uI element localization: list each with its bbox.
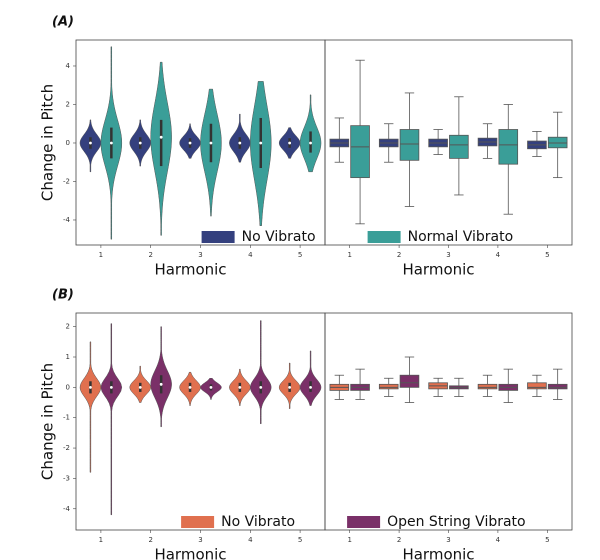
violin-median	[288, 141, 292, 145]
y-tick-label: 0	[66, 139, 70, 147]
legend-label: Open String Vibrato	[387, 514, 526, 530]
y-tick-label: 4	[66, 62, 71, 70]
violin	[299, 350, 322, 406]
violin	[79, 341, 102, 473]
legend-swatch	[347, 516, 381, 528]
y-axis-label: Change in Pitch	[39, 363, 57, 480]
violin-median	[309, 385, 312, 389]
legend-label: No Vibrato	[242, 229, 316, 245]
violin-median	[138, 141, 142, 145]
violin-median	[89, 141, 92, 145]
plot-frame	[324, 312, 573, 531]
box	[527, 382, 547, 390]
box	[399, 374, 420, 388]
box	[399, 129, 420, 161]
y-tick-label: 1	[66, 353, 70, 361]
violin	[100, 323, 123, 516]
x-tick-label: 5	[545, 536, 549, 544]
violin-median	[109, 141, 113, 145]
x-tick-label: 5	[298, 251, 302, 259]
y-tick-label: -4	[63, 505, 71, 513]
x-tick-label: 1	[347, 536, 351, 544]
violin-median	[259, 385, 263, 389]
x-tick-label: 3	[446, 251, 450, 259]
box	[350, 125, 370, 179]
box	[477, 383, 498, 390]
x-tick-label: 4	[248, 536, 253, 544]
violin-median	[238, 385, 242, 389]
y-tick-label: 2	[66, 323, 70, 331]
x-tick-label: 4	[496, 251, 501, 259]
violin-median	[259, 141, 263, 145]
box	[378, 383, 399, 390]
violin-median	[238, 141, 242, 145]
x-tick-label: 5	[298, 536, 302, 544]
x-axis-label: Harmonic	[154, 546, 226, 560]
x-tick-label: 1	[99, 536, 103, 544]
x-axis-label: Harmonic	[402, 546, 474, 560]
x-tick-label: 3	[198, 536, 202, 544]
legend-label: Normal Vibrato	[408, 229, 514, 245]
x-tick-label: 2	[148, 251, 152, 259]
violin-median	[109, 385, 113, 389]
x-axis-label: Harmonic	[402, 261, 474, 279]
x-tick-label: 2	[397, 251, 401, 259]
violin-median	[288, 385, 292, 389]
x-tick-label: 2	[148, 536, 152, 544]
violin-median	[89, 385, 92, 389]
violin-median	[188, 141, 192, 145]
violin-median	[209, 141, 213, 145]
x-tick-label: 3	[446, 536, 450, 544]
y-axis-label: Change in Pitch	[39, 84, 57, 201]
legend-swatch	[201, 231, 235, 243]
violin-median	[209, 385, 213, 389]
x-tick-label: 1	[347, 251, 351, 259]
legend-swatch	[367, 231, 401, 243]
x-tick-label: 4	[496, 536, 501, 544]
box	[449, 134, 469, 159]
x-tick-label: 1	[99, 251, 103, 259]
y-tick-label: -2	[63, 444, 70, 452]
box	[547, 383, 568, 390]
legend-swatch	[181, 516, 215, 528]
y-tick-label: 0	[66, 383, 70, 391]
y-tick-label: -4	[63, 216, 71, 224]
x-tick-label: 3	[198, 251, 202, 259]
y-tick-label: 2	[66, 100, 70, 108]
x-tick-label: 4	[248, 251, 253, 259]
violin-median	[138, 385, 142, 389]
y-tick-label: -3	[63, 474, 70, 482]
violin-median	[159, 135, 163, 139]
legend-label: No Vibrato	[221, 514, 295, 530]
violin-median	[159, 382, 163, 386]
x-axis-label: Harmonic	[154, 261, 226, 279]
y-tick-label: -1	[63, 414, 70, 422]
box	[498, 129, 519, 165]
panel-label: (B)	[52, 288, 74, 303]
y-tick-label: -2	[63, 177, 70, 185]
panel-label: (A)	[52, 15, 74, 30]
violin-median	[309, 141, 312, 145]
plot-frame	[75, 312, 326, 531]
violin-median	[188, 385, 192, 389]
violin	[250, 320, 272, 425]
x-tick-label: 2	[397, 536, 401, 544]
x-tick-label: 5	[545, 251, 549, 259]
